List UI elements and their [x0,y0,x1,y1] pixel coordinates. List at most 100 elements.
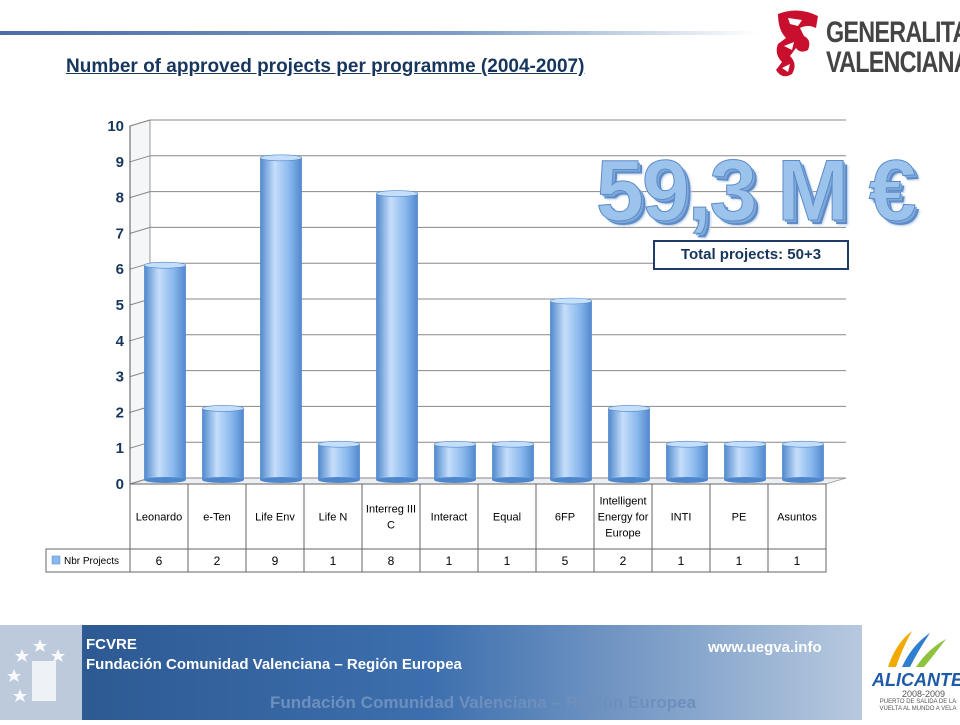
bar-body [376,193,418,480]
data-value-label: 5 [562,554,569,568]
footer-org-short: FCVRE [86,636,137,653]
bar-base [260,477,302,483]
footer: FCVRE Fundación Comunidad Valenciana – R… [0,625,960,720]
x-category-label: Europe [605,528,640,540]
bar [723,440,767,483]
bar-cap [607,405,651,412]
bar-body [144,265,186,480]
total-projects-box: Total projects: 50+3 [653,240,849,270]
footer-org-full: Fundación Comunidad Valenciana – Región … [86,656,462,673]
bar-body [724,444,766,480]
bar-cap [491,440,535,448]
x-category-label: Intelligent [599,496,646,508]
y-tick-label: 5 [116,297,124,314]
data-value-label: 1 [736,554,743,568]
x-category-label: INTI [671,512,692,524]
y-tick-label: 4 [116,333,125,350]
bar-cap [781,440,825,448]
bar [491,440,535,483]
y-tick-label: 2 [116,404,124,421]
bar-base [202,477,244,483]
gridline-diag [129,119,151,127]
bar-base [376,477,418,483]
bar-base [550,477,592,483]
bar-base [782,477,824,483]
bar-cap [201,405,245,412]
legend-swatch [51,555,61,565]
bar-cap [143,261,187,269]
eu-stars-icon [7,639,65,702]
y-tick-label: 0 [116,476,124,493]
bar [375,190,419,483]
x-category-label: Interreg III [366,504,416,516]
x-category-label: Interact [431,512,468,524]
data-value-label: 2 [214,554,221,568]
generalitat-line2: VALENCIANA [826,46,960,79]
data-value-label: 6 [156,554,163,568]
alicante-name: ALICANTE [872,670,960,690]
alicante-years: 2008-2009 [902,689,946,699]
x-category-label: Equal [493,512,521,524]
legend-series-name: Nbr Projects [64,556,119,567]
bar [665,440,709,483]
bar [201,405,245,483]
footer-band [0,625,862,720]
table-value-row [45,548,827,573]
data-value-label: 1 [678,554,685,568]
bar-cap [549,297,593,305]
data-value-label: 9 [272,554,279,568]
gridline-diag [129,226,151,234]
data-value-label: 2 [620,554,627,568]
bar-base [492,477,534,483]
bar-body [260,157,302,481]
bar-cap [665,440,709,448]
bar-base [318,477,360,483]
bar-cap [317,440,361,448]
y-tick-label: 7 [116,225,124,242]
bar-body [202,408,244,480]
sails-icon [888,631,946,667]
bar-body [666,444,708,480]
chart-title: Number of approved projects per programm… [66,56,585,77]
x-category-label: Leonardo [136,512,183,524]
generalitat-emblem-icon [776,10,818,77]
x-category-label: 6FP [555,512,575,524]
data-value-label: 1 [794,554,801,568]
top-rule [0,31,760,35]
x-category-label: Life N [319,512,348,524]
bar-base [434,477,476,483]
data-value-label: 1 [504,554,511,568]
bar [607,405,651,483]
bar [317,440,361,483]
bar [433,440,477,483]
x-category-label: e-Ten [203,512,231,524]
data-value-label: 8 [388,554,395,568]
data-value-label: 1 [446,554,453,568]
bar-cap [433,440,477,448]
bar-cap [375,190,419,197]
bar-base [608,477,650,483]
gridline-diag [129,155,151,163]
x-category-label: Asuntos [777,512,817,524]
bar-cap [259,154,303,162]
generalitat-line1: GENERALITAT [826,16,960,49]
x-category-label: Energy for [598,512,649,524]
gridline-diag [129,191,151,199]
total-amount: 59,3 M € [596,143,918,240]
alicante-logo: ALICANTE 2008-2009 PUERTO DE SALIDA DE L… [866,625,960,720]
footer-url-link[interactable]: www.uegva.info [708,639,822,656]
fcvre-logo [0,625,82,720]
y-tick-label: 9 [116,154,124,171]
bar [143,261,187,483]
bar [549,297,593,483]
bar-base [724,477,766,483]
footer-org: FCVRE Fundación Comunidad Valenciana – R… [86,635,462,675]
y-tick-label: 3 [116,369,124,386]
bar-body [318,444,360,480]
bar [781,440,825,483]
bar-body [434,444,476,480]
bar-body [492,444,534,480]
generalitat-logo: GENERALITAT VALENCIANA [768,6,960,90]
bar-base [666,477,708,483]
x-category-label: PE [732,512,747,524]
